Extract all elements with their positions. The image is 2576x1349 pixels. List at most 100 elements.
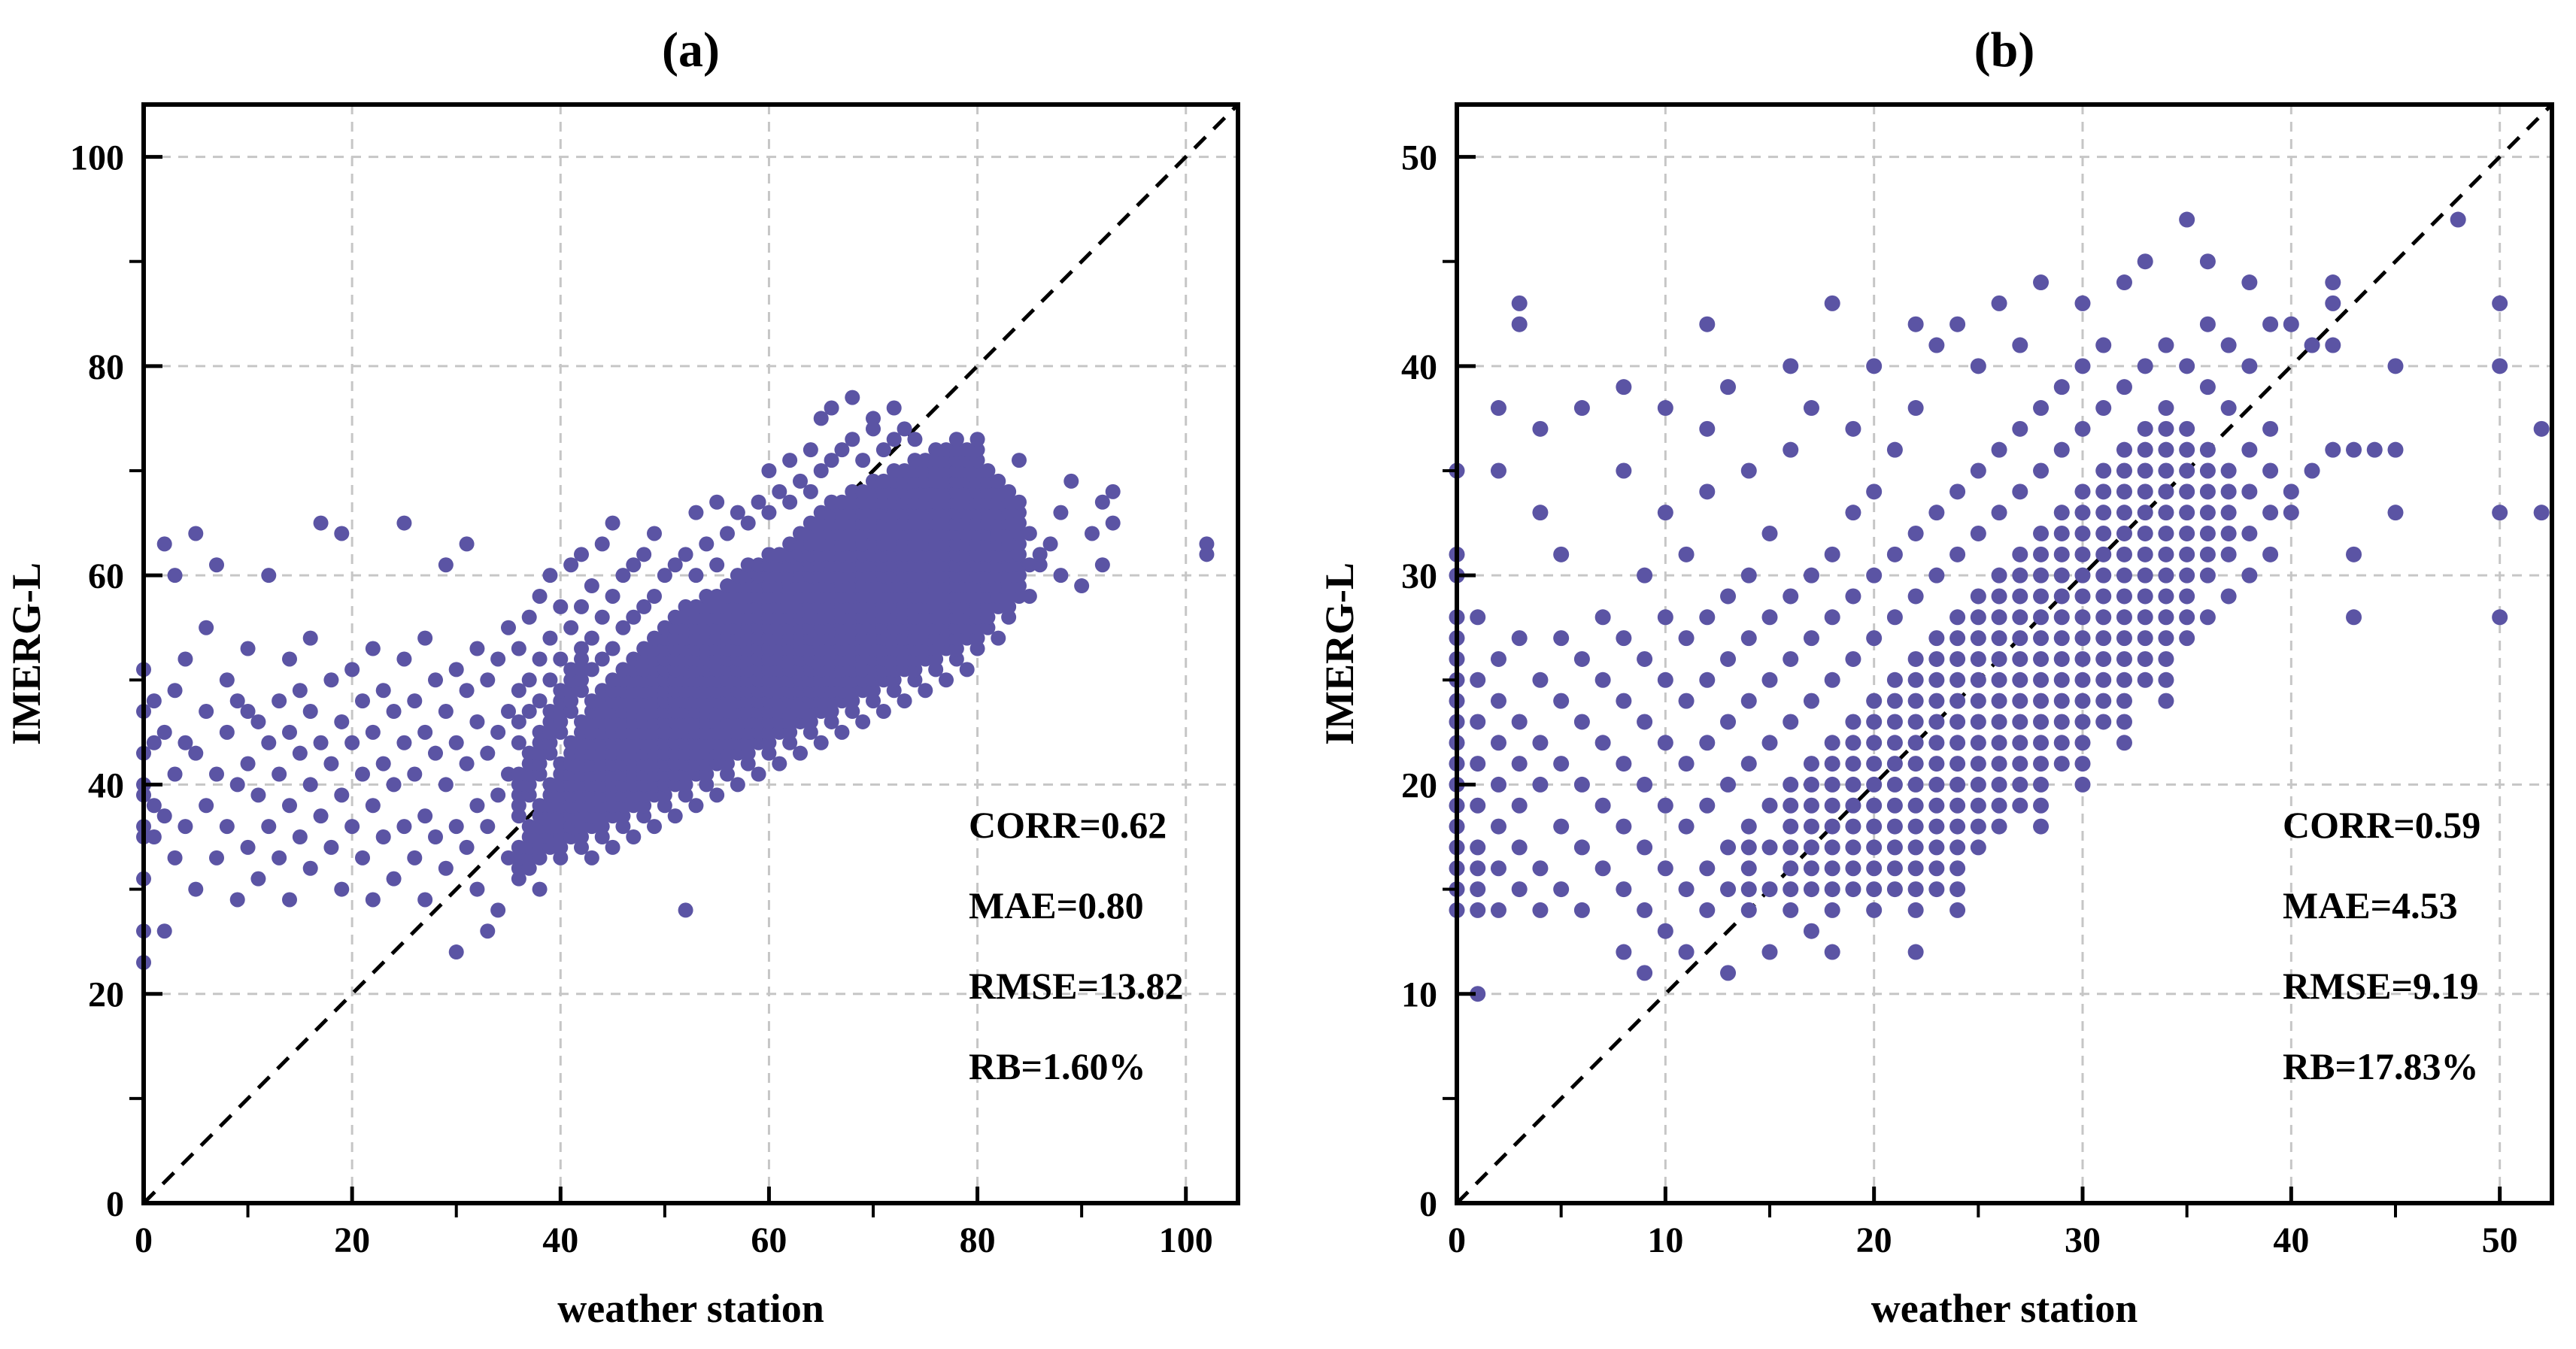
scatter-point bbox=[302, 630, 318, 646]
scatter-point bbox=[803, 651, 818, 667]
scatter-point bbox=[678, 683, 693, 699]
scatter-point bbox=[1001, 536, 1017, 552]
scatter-point bbox=[866, 641, 881, 656]
scatter-point bbox=[511, 871, 526, 887]
scatter-point bbox=[1783, 441, 1799, 458]
scatter-point bbox=[720, 641, 735, 656]
scatter-point bbox=[2199, 505, 2216, 521]
scatter-point bbox=[553, 777, 569, 793]
scatter-point bbox=[824, 578, 839, 594]
scatter-point bbox=[1094, 557, 1110, 573]
scatter-point bbox=[1866, 756, 1883, 772]
scatter-point bbox=[959, 588, 975, 604]
scatter-point bbox=[948, 568, 964, 584]
scatter-point bbox=[845, 672, 860, 688]
scatter-point bbox=[1866, 881, 1883, 898]
scatter-point bbox=[875, 547, 891, 562]
scatter-point bbox=[417, 808, 433, 824]
scatter-point bbox=[2074, 671, 2091, 688]
scatter-point bbox=[678, 745, 693, 761]
scatter-point bbox=[907, 557, 923, 573]
scatter-point bbox=[1616, 462, 1632, 479]
scatter-point bbox=[2033, 609, 2050, 626]
x-tick-label: 20 bbox=[1856, 1220, 1892, 1260]
scatter-point bbox=[907, 651, 923, 667]
scatter-point bbox=[875, 704, 891, 720]
scatter-point bbox=[594, 808, 610, 824]
scatter-point bbox=[574, 714, 589, 729]
scatter-point bbox=[918, 463, 933, 478]
scatter-point bbox=[772, 609, 787, 625]
scatter-point bbox=[1490, 650, 1506, 667]
scatter-point bbox=[709, 756, 725, 772]
scatter-point bbox=[803, 515, 818, 531]
scatter-point bbox=[1511, 714, 1528, 730]
scatter-point bbox=[1490, 735, 1506, 751]
scatter-point bbox=[1553, 881, 1570, 898]
scatter-point bbox=[1699, 671, 1716, 688]
scatter-point bbox=[2012, 420, 2028, 437]
scatter-point bbox=[948, 557, 964, 573]
scatter-point bbox=[532, 735, 548, 750]
scatter-point bbox=[855, 557, 871, 573]
scatter-point bbox=[594, 756, 610, 772]
scatter-point bbox=[229, 892, 245, 908]
scatter-point bbox=[2492, 295, 2508, 311]
x-tick-label: 100 bbox=[1159, 1220, 1213, 1260]
scatter-point bbox=[803, 526, 818, 541]
scatter-point bbox=[959, 662, 975, 678]
stat-annotation: RMSE=9.19 bbox=[2283, 965, 2478, 1007]
scatter-point bbox=[636, 672, 652, 688]
scatter-point bbox=[647, 756, 662, 772]
scatter-point bbox=[918, 484, 933, 499]
scatter-point bbox=[532, 798, 548, 814]
scatter-point bbox=[146, 798, 162, 814]
scatter-point bbox=[730, 735, 745, 750]
scatter-point bbox=[542, 829, 558, 844]
scatter-point bbox=[2220, 484, 2237, 500]
scatter-point bbox=[709, 588, 725, 604]
scatter-point bbox=[323, 756, 339, 772]
scatter-point bbox=[1845, 505, 1861, 521]
scatter-point bbox=[1490, 818, 1506, 835]
scatter-point bbox=[959, 620, 975, 635]
scatter-point bbox=[667, 704, 683, 720]
scatter-point bbox=[1699, 420, 1716, 437]
scatter-point bbox=[667, 724, 683, 740]
scatter-point bbox=[647, 704, 662, 720]
plot-frame bbox=[141, 102, 1240, 1205]
scatter-point bbox=[1699, 735, 1716, 751]
scatter-point bbox=[647, 766, 662, 782]
scatter-point bbox=[740, 588, 756, 604]
scatter-point bbox=[720, 724, 735, 740]
scatter-point bbox=[2116, 441, 2132, 458]
scatter-point bbox=[584, 578, 599, 594]
scatter-point bbox=[782, 557, 798, 573]
scatter-point bbox=[772, 683, 787, 699]
scatter-point bbox=[667, 714, 683, 729]
scatter-point bbox=[553, 839, 569, 855]
scatter-point bbox=[939, 672, 954, 688]
scatter-point bbox=[782, 693, 798, 709]
scatter-point bbox=[2053, 671, 2070, 688]
scatter-point bbox=[886, 683, 902, 699]
scatter-point bbox=[1573, 650, 1590, 667]
scatter-point bbox=[1949, 735, 1966, 751]
scatter-point bbox=[678, 662, 693, 678]
scatter-point bbox=[959, 536, 975, 552]
scatter-point bbox=[803, 578, 818, 594]
scatter-point bbox=[2241, 441, 2258, 458]
scatter-point bbox=[1928, 337, 1945, 353]
scatter-point bbox=[626, 735, 642, 750]
scatter-point bbox=[1783, 714, 1799, 730]
scatter-point bbox=[1866, 902, 1883, 918]
scatter-point bbox=[1761, 609, 1778, 626]
scatter-point bbox=[907, 536, 923, 552]
scatter-point bbox=[542, 839, 558, 855]
scatter-point bbox=[834, 599, 850, 614]
scatter-point bbox=[782, 453, 798, 468]
scatter-point bbox=[939, 609, 954, 625]
scatter-point bbox=[667, 745, 683, 761]
scatter-point bbox=[2033, 400, 2050, 417]
y-tick-label: 10 bbox=[1401, 975, 1437, 1015]
